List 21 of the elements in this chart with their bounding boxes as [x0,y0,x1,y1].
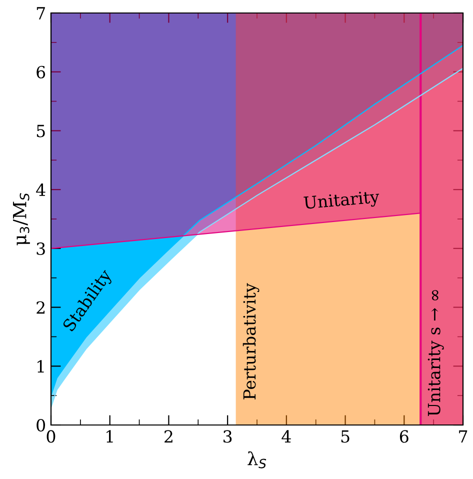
x-tick-label: 3 [224,430,232,443]
x-tick-label: 5 [341,430,350,443]
y-tick-label: 3 [36,242,45,255]
y-tick-label: 2 [36,301,45,314]
x-tick-label: 6 [400,430,408,443]
x-tick-label: 2 [164,430,172,443]
y-tick-label: 0 [36,418,46,432]
band-label: Perturbativity [242,283,260,400]
band-label: Unitarity s → ∞ [428,290,444,416]
x-tick-label: 1 [106,430,113,443]
y-axis-title: μ$_{3}$/M$_{S}$ [13,193,30,246]
annotation: Unitarity [304,190,380,213]
x-axis-title: λ$_{S}$ [248,451,266,468]
y-tick-label: 7 [36,7,45,20]
y-tick-label: 4 [36,184,46,196]
y-tick-label: 1 [38,360,44,372]
x-tick-label: 4 [282,430,291,443]
x-tick-label: 0 [46,430,56,443]
x-tick-label: 7 [459,430,468,443]
y-tick-label: 5 [36,124,45,138]
y-tick-label: 6 [36,66,46,78]
